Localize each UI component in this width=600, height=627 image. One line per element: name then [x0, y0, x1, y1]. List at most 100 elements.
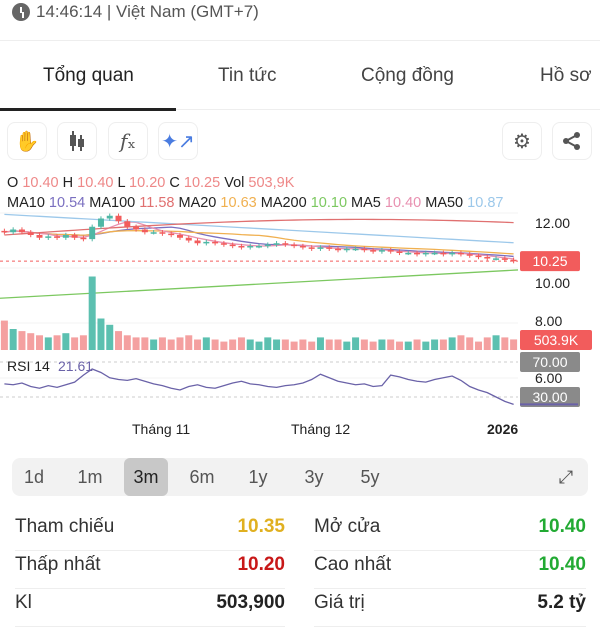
- rsi-lower-badge: [520, 387, 580, 407]
- volume-bar: [299, 339, 307, 350]
- volume-bar: [474, 341, 482, 350]
- rsi-value: 21.61: [58, 358, 93, 374]
- ma-label: MA10: [7, 195, 45, 211]
- rsi-upper-badge-text: 70.00: [532, 354, 567, 370]
- candle: [10, 229, 17, 233]
- candle: [212, 241, 219, 244]
- candle: [335, 248, 342, 251]
- y-axis-label: 12.00: [535, 215, 570, 231]
- candle: [440, 252, 447, 255]
- clock-icon: [12, 3, 30, 21]
- volume-bar: [325, 339, 333, 350]
- ma-label: MA100: [89, 195, 136, 211]
- period-6m[interactable]: 6m: [189, 467, 215, 487]
- candle: [299, 246, 306, 248]
- ma-value: 10.10: [310, 195, 348, 211]
- candle: [396, 251, 403, 253]
- tab-overview[interactable]: Tổng quan: [43, 65, 134, 86]
- volume-bar: [466, 337, 474, 350]
- ma50-line: [4, 213, 514, 244]
- volume-bar: [123, 335, 131, 350]
- volume-bar: [9, 329, 17, 350]
- candle: [352, 248, 359, 251]
- candle: [422, 252, 429, 255]
- volume-bar: [387, 339, 395, 350]
- ma100-line: [4, 218, 514, 236]
- ma-value: 10.40: [384, 195, 422, 211]
- period-1m[interactable]: 1m: [77, 467, 103, 487]
- price-chart[interactable]: 12.00 10.00 8.00 6.00 10.25 503.9K RSI 14 21.61…: [0, 190, 600, 445]
- indicator-button[interactable]: 𝑓ₓ: [108, 122, 148, 160]
- candle: [449, 252, 456, 255]
- volume-bar: [185, 335, 193, 350]
- active-tab-indicator: [0, 108, 176, 111]
- stat-label: Cao nhất: [314, 554, 392, 575]
- volume-bar: [237, 337, 245, 350]
- ma200-line: [0, 269, 519, 299]
- tab-community[interactable]: Cộng đồng: [361, 65, 454, 86]
- volume-bar: [88, 276, 96, 350]
- ohlc-legend: O 10.40 H 10.40 L 10.20 C 10.25 Vol 503,…: [7, 175, 295, 191]
- volume-bar: [141, 337, 149, 350]
- stat-label: Mở cửa: [314, 516, 381, 537]
- candle: [62, 235, 69, 238]
- period-5y[interactable]: 5y: [360, 467, 380, 487]
- y-axis-label: 8.00: [535, 313, 562, 329]
- share-button[interactable]: [552, 122, 592, 160]
- tab-bar: Tổng quan Tin tức Cộng đồng Hồ sơ: [0, 40, 600, 111]
- period-1y[interactable]: 1y: [248, 467, 268, 487]
- tab-profile[interactable]: Hồ sơ: [540, 65, 592, 86]
- y-axis-label: 10.00: [535, 275, 570, 291]
- expand-icon: ⤢: [558, 467, 574, 487]
- stat-label: Tham chiếu: [15, 516, 115, 537]
- ma-line: [4, 226, 514, 258]
- volume-bar: [150, 339, 158, 350]
- ma-value: 11.58: [139, 195, 175, 211]
- stat-value: 10.20: [237, 554, 285, 575]
- ai-analysis-button[interactable]: ✦↗: [158, 122, 198, 160]
- volume-bar: [211, 339, 219, 350]
- volume-bar: [431, 339, 439, 350]
- share-icon: [563, 132, 580, 150]
- candle: [247, 246, 254, 248]
- tab-news[interactable]: Tin tức: [218, 65, 277, 86]
- candle: [80, 237, 87, 240]
- volume-bar: [106, 324, 114, 350]
- fullscreen-button[interactable]: ⤢: [544, 458, 588, 496]
- candle: [185, 237, 192, 241]
- volume-bar: [115, 331, 123, 350]
- candle: [106, 215, 113, 219]
- hand-icon: ✋: [14, 130, 40, 153]
- volume-bar: [53, 335, 61, 350]
- chart-type-button[interactable]: [57, 122, 97, 160]
- volume-bar: [246, 339, 254, 350]
- period-selector: 1d 1m 3m 6m 1y 3y 5y ⤢: [12, 458, 588, 496]
- stat-value: 503,900: [216, 592, 285, 613]
- candle: [405, 252, 412, 255]
- candle: [220, 243, 227, 245]
- period-3m[interactable]: 3m: [124, 458, 168, 496]
- volume-bar: [510, 339, 518, 350]
- volume-bar: [229, 339, 237, 350]
- ma-legend: MA10 10.54 MA100 11.58 MA20 10.63 MA200 …: [7, 195, 503, 211]
- last-volume-badge: [520, 330, 592, 350]
- volume-bar: [255, 341, 263, 350]
- divider: [15, 588, 285, 589]
- volume-bar: [395, 341, 403, 350]
- candle: [282, 243, 289, 245]
- candle: [501, 258, 508, 260]
- stat-label: Giá trị: [314, 592, 365, 613]
- settings-button[interactable]: ⚙: [502, 122, 542, 160]
- last-volume-badge-text: 503.9K: [534, 332, 579, 348]
- ma-value: 10.63: [220, 195, 257, 211]
- last-price-badge: [520, 251, 580, 272]
- candle: [89, 226, 96, 240]
- period-1d[interactable]: 1d: [23, 467, 45, 487]
- hand-tool-button[interactable]: ✋: [7, 122, 47, 160]
- volume-bar: [132, 337, 140, 350]
- candle: [18, 229, 25, 233]
- volume-bar: [308, 341, 316, 350]
- period-3y[interactable]: 3y: [304, 467, 324, 487]
- volume-bar: [36, 335, 44, 350]
- candle: [273, 243, 280, 245]
